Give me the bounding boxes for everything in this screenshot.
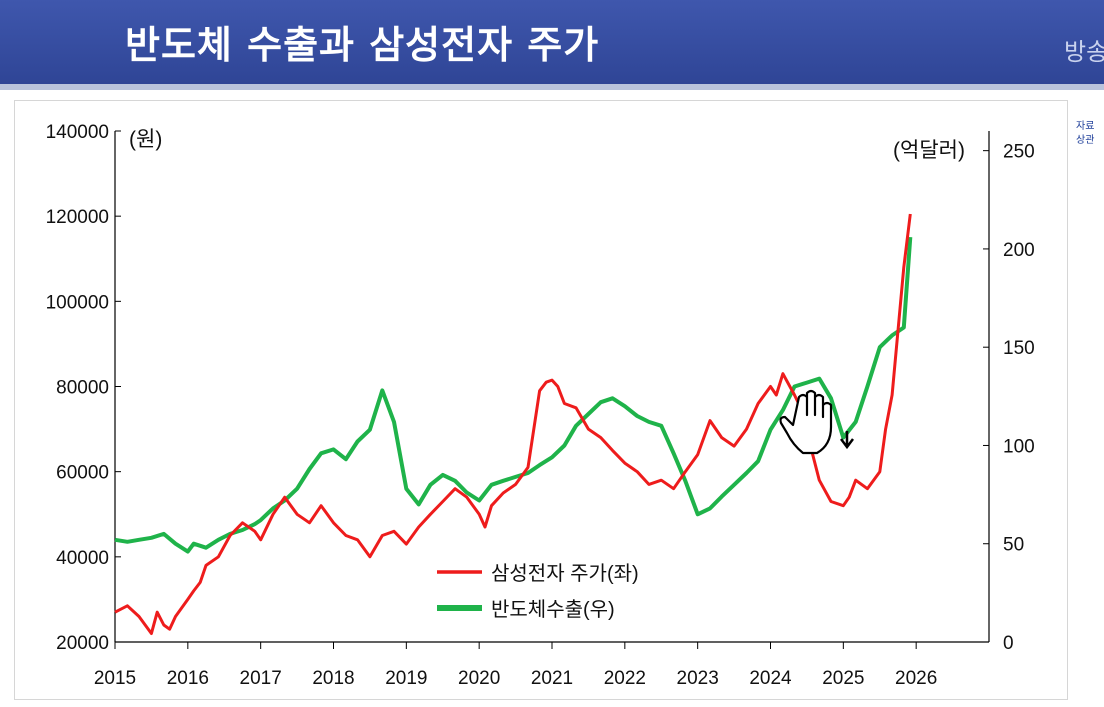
x-tick-label: 2023: [677, 668, 719, 689]
series-line-chip-exports: [114, 236, 913, 554]
x-tick-label: 2024: [749, 668, 792, 689]
right-tick-label: 100: [1003, 436, 1035, 457]
header-bar: 반도체 수출과 삼성전자 주가 방송: [0, 0, 1104, 84]
left-tick-label: 60000: [56, 463, 109, 484]
right-tick-label: 50: [1003, 535, 1024, 556]
x-tick-label: 2016: [167, 668, 209, 689]
x-tick-label: 2021: [531, 668, 573, 689]
legend-label: 삼성전자 주가(좌): [491, 562, 639, 585]
series-line-stock-price: [114, 213, 912, 635]
source-note: 자료 상관: [1076, 120, 1104, 148]
right-tick-label: 0: [1003, 633, 1014, 654]
x-tick-label: 2022: [604, 668, 646, 689]
right-tick-label: 250: [1003, 142, 1035, 163]
left-tick-label: 40000: [56, 548, 109, 569]
x-tick-label: 2025: [822, 668, 864, 689]
chart-ticks: 20000 40000 60000 80000 100000 120000 140000 0 5…: [46, 122, 1035, 689]
source-note-line: 자료: [1076, 121, 1095, 132]
left-axis-unit: (원): [129, 128, 162, 151]
broadcaster-text: 방송: [1064, 38, 1104, 66]
left-tick-label: 120000: [46, 207, 109, 228]
x-tick-label: 2017: [240, 668, 282, 689]
left-tick-label: 100000: [46, 292, 109, 313]
x-tick-label: 2026: [895, 668, 937, 689]
chart-panel: 20000 40000 60000 80000 100000 120000 140000 0 5…: [14, 100, 1068, 700]
left-tick-label: 80000: [56, 378, 109, 399]
hand-cursor-icon: [779, 389, 854, 455]
header-divider: [0, 84, 1104, 90]
left-tick-label: 140000: [46, 122, 109, 143]
left-tick-label: 20000: [56, 633, 109, 654]
chart-legend: 삼성전자 주가(좌) 반도체수출(우): [437, 562, 639, 621]
right-axis-unit: (억달러): [893, 139, 965, 162]
page-title: 반도체 수출과 삼성전자 주가: [125, 23, 600, 67]
right-tick-label: 200: [1003, 240, 1035, 261]
x-tick-label: 2020: [458, 668, 500, 689]
x-tick-label: 2018: [312, 668, 354, 689]
x-tick-label: 2019: [385, 668, 427, 689]
source-note-line: 상관: [1076, 135, 1095, 146]
chart-lines: [114, 213, 913, 635]
right-tick-label: 150: [1003, 338, 1035, 359]
x-tick-label: 2015: [94, 668, 136, 689]
line-chart: 20000 40000 60000 80000 100000 120000 140000 0 5…: [46, 122, 1035, 689]
legend-label: 반도체수출(우): [491, 598, 615, 621]
